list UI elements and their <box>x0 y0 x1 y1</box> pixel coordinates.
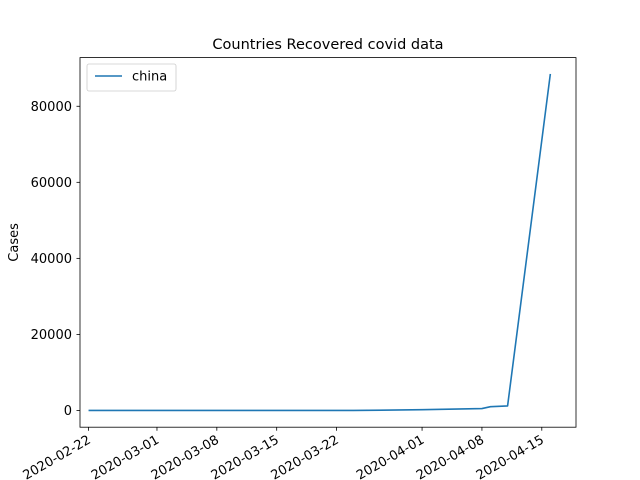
y-axis: 0 20000 40000 60000 80000 <box>31 100 80 419</box>
plot-area <box>79 57 577 428</box>
y-tick-label: 60000 <box>31 176 72 191</box>
x-tick-label: 2020-02-22 <box>21 433 94 480</box>
x-axis: 2020-02-222020-03-012020-03-082020-03-15… <box>21 427 547 480</box>
series-line-china <box>88 73 552 412</box>
y-tick-label: 0 <box>64 404 72 419</box>
y-tick-label: 80000 <box>31 100 72 115</box>
y-tick-label: 20000 <box>31 328 72 343</box>
x-tick-label: 2020-04-15 <box>474 433 547 480</box>
legend: china <box>86 63 177 92</box>
axes-frame <box>79 57 577 428</box>
y-tick-label: 40000 <box>31 252 72 267</box>
legend-label: china <box>132 70 167 85</box>
chart-title: Countries Recovered covid data <box>212 37 443 53</box>
x-tick-label: 2020-03-22 <box>269 433 342 480</box>
y-axis-label: Cases <box>7 223 22 262</box>
legend-frame <box>86 63 177 92</box>
